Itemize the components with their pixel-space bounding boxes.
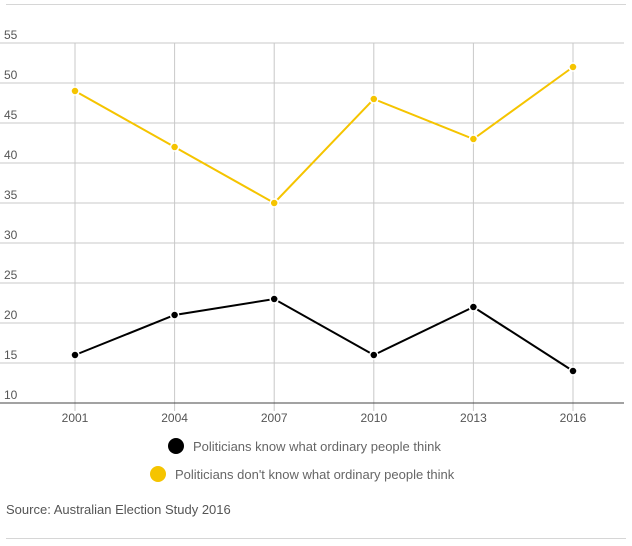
y-tick-label: 30 xyxy=(4,228,18,242)
source-note: Source: Australian Election Study 2016 xyxy=(6,502,231,517)
y-tick-label: 35 xyxy=(4,188,18,202)
y-tick-label: 55 xyxy=(4,28,18,42)
x-tick-label: 2013 xyxy=(460,411,487,425)
data-point xyxy=(568,62,578,72)
data-point xyxy=(70,350,80,360)
data-point xyxy=(369,350,379,360)
x-tick-label: 2004 xyxy=(161,411,188,425)
data-point xyxy=(269,294,279,304)
x-tick-label: 2016 xyxy=(560,411,587,425)
line-chart: 55 50 45 40 35 30 25 20 15 10 2001 2004 2007 2010 201… xyxy=(0,28,624,425)
y-tick-label: 50 xyxy=(4,68,18,82)
legend-marker-dont-know xyxy=(150,466,166,482)
legend-marker-know xyxy=(168,438,184,454)
legend-item-know[interactable]: Politicians know what ordinary people th… xyxy=(168,436,441,456)
x-axis-ticks: 2001 2004 2007 2010 2013 2016 xyxy=(62,411,587,425)
data-point xyxy=(169,310,180,320)
data-point xyxy=(568,366,578,376)
top-rule xyxy=(6,4,626,5)
y-tick-label: 25 xyxy=(4,268,18,282)
bottom-rule xyxy=(6,538,626,539)
data-point xyxy=(70,86,80,96)
y-axis-ticks: 55 50 45 40 35 30 25 20 15 10 xyxy=(4,28,18,402)
series-line-0 xyxy=(74,297,574,372)
data-point xyxy=(468,134,479,144)
series-line-1 xyxy=(74,66,574,205)
data-point xyxy=(468,302,479,312)
data-point xyxy=(269,198,279,208)
x-tick-label: 2010 xyxy=(360,411,387,425)
legend-label-dont-know: Politicians don't know what ordinary peo… xyxy=(175,466,455,482)
y-tick-label: 15 xyxy=(4,348,18,362)
y-tick-label: 40 xyxy=(4,148,18,162)
data-point xyxy=(169,142,180,152)
gridlines xyxy=(0,42,624,411)
series-lines xyxy=(70,62,578,376)
legend-label-know: Politicians know what ordinary people th… xyxy=(193,438,441,454)
y-tick-label: 10 xyxy=(4,388,18,402)
data-point xyxy=(369,94,379,104)
legend-item-dont-know[interactable]: Politicians don't know what ordinary peo… xyxy=(150,464,454,484)
x-tick-label: 2001 xyxy=(62,411,89,425)
y-tick-label: 20 xyxy=(4,308,18,322)
y-tick-label: 45 xyxy=(4,108,18,122)
x-tick-label: 2007 xyxy=(261,411,288,425)
